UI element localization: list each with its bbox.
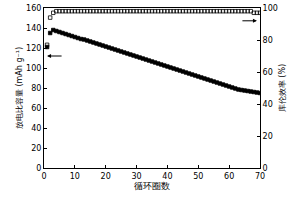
svg-text:160: 160 xyxy=(26,4,41,13)
svg-text:0: 0 xyxy=(36,164,41,173)
svg-text:140: 140 xyxy=(26,24,41,33)
svg-text:60: 60 xyxy=(31,104,41,113)
svg-text:70: 70 xyxy=(255,172,265,181)
svg-text:0: 0 xyxy=(41,172,46,181)
svg-text:20: 20 xyxy=(31,144,41,153)
svg-text:100: 100 xyxy=(263,4,278,13)
svg-text:120: 120 xyxy=(26,44,41,53)
svg-text:60: 60 xyxy=(224,172,234,181)
svg-text:放电比容量 (mAh g⁻¹): 放电比容量 (mAh g⁻¹) xyxy=(15,47,24,129)
svg-text:40: 40 xyxy=(31,124,41,133)
svg-text:80: 80 xyxy=(263,36,273,45)
svg-text:10: 10 xyxy=(70,172,80,181)
svg-text:库伦效率 (%): 库伦效率 (%) xyxy=(278,64,287,112)
svg-text:40: 40 xyxy=(263,100,273,109)
svg-text:100: 100 xyxy=(26,64,41,73)
svg-text:20: 20 xyxy=(101,172,111,181)
svg-text:80: 80 xyxy=(31,84,41,93)
svg-text:30: 30 xyxy=(131,172,141,181)
svg-text:20: 20 xyxy=(263,132,273,141)
svg-text:循环圈数: 循环圈数 xyxy=(134,181,170,191)
svg-text:40: 40 xyxy=(162,172,172,181)
svg-text:50: 50 xyxy=(193,172,203,181)
svg-text:0: 0 xyxy=(263,164,268,173)
svg-text:60: 60 xyxy=(263,68,273,77)
